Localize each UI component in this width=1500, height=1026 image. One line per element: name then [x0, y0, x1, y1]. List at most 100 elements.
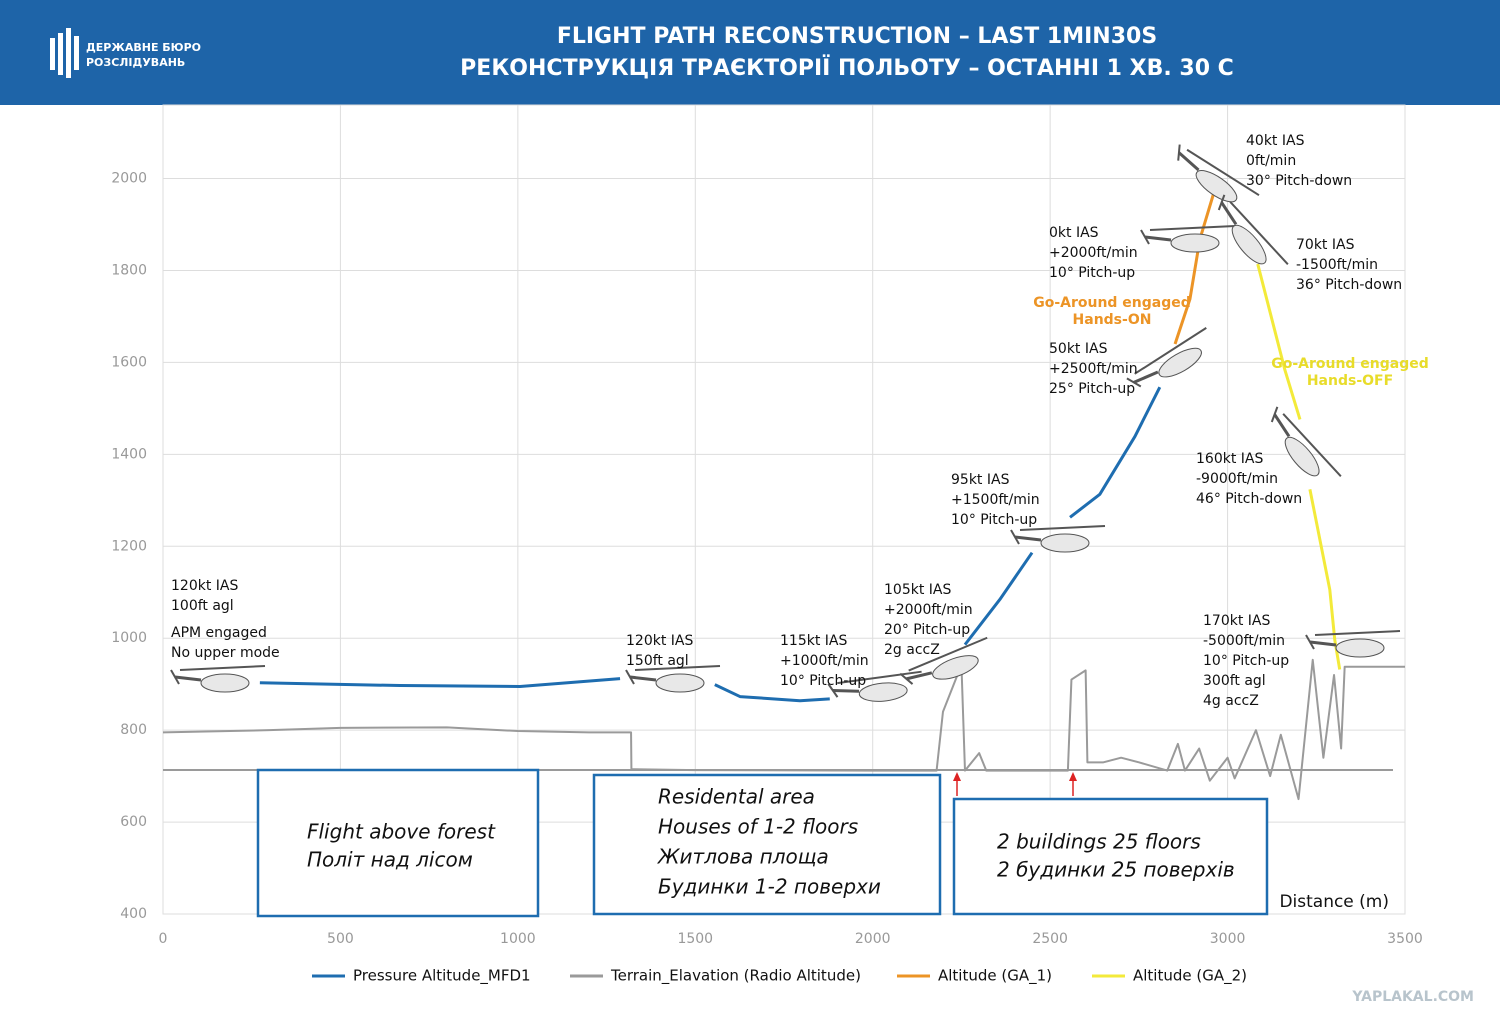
x-tick-label: 500	[327, 931, 354, 947]
logo-text: РОЗСЛІДУВАНЬ	[86, 56, 185, 69]
helicopter-icon	[1126, 327, 1207, 388]
annotation: 100ft agl	[171, 598, 234, 614]
heli-tail	[1144, 235, 1172, 242]
series-line	[259, 386, 1162, 703]
annotation: No upper mode	[171, 645, 280, 661]
annotation: 160kt IAS	[1196, 451, 1263, 467]
heli-tail-rotor	[1305, 634, 1315, 650]
helicopter-icon	[625, 665, 721, 693]
x-axis-label: Distance (m)	[1279, 892, 1389, 912]
heli-tail-rotor	[1126, 377, 1142, 388]
annotation: Hands-ON	[1073, 312, 1152, 328]
y-tick-label: 1400	[111, 446, 147, 462]
heli-body	[858, 682, 908, 702]
x-tick-label: 0	[159, 931, 168, 947]
x-tick-label: 1000	[500, 931, 536, 947]
heli-rotor	[634, 665, 721, 671]
helicopter-icon	[170, 665, 266, 693]
heli-body	[1284, 436, 1320, 477]
y-tick-label: 400	[120, 906, 147, 922]
annotation: 4g accZ	[1203, 693, 1259, 709]
series-line	[1173, 189, 1217, 345]
heli-tail	[174, 675, 202, 682]
heli-tail-rotor	[1010, 529, 1020, 545]
helicopter-icon	[899, 636, 988, 685]
helicopter-icon	[827, 670, 922, 702]
annotation: 70kt IAS	[1296, 237, 1355, 253]
annotation: 120kt IAS	[171, 578, 238, 594]
annotation: +1000ft/min	[780, 653, 869, 669]
heli-rotor	[1019, 525, 1106, 531]
header-band	[0, 0, 1500, 105]
annotation: 10° Pitch-up	[1203, 653, 1289, 669]
y-tick-label: 1000	[111, 630, 147, 646]
annotation: +2500ft/min	[1049, 361, 1138, 377]
region-label: Flight above forest	[307, 820, 496, 844]
annotation: -9000ft/min	[1196, 471, 1278, 487]
legend-label: Terrain_Elavation (Radio Altitude)	[610, 967, 861, 986]
title: РЕКОНСТРУКЦІЯ ТРАЄКТОРІЇ ПОЛЬОТУ – ОСТАН…	[460, 55, 1234, 81]
region-box	[952, 797, 1269, 916]
logo	[50, 28, 79, 78]
annotation: 150ft agl	[626, 653, 689, 669]
annotation: 10° Pitch-up	[780, 673, 866, 689]
y-tick-label: 600	[120, 814, 147, 830]
annotation: 46° Pitch-down	[1196, 491, 1302, 507]
heli-body	[1040, 533, 1090, 553]
heli-body	[932, 655, 979, 680]
heli-tail	[1273, 413, 1291, 438]
heli-rotor	[837, 670, 922, 685]
annotation: 50kt IAS	[1049, 341, 1108, 357]
heli-rotor	[1282, 413, 1342, 477]
heli-tail-rotor	[1140, 229, 1150, 245]
annotation: 20° Pitch-up	[884, 622, 970, 638]
annotation: +1500ft/min	[951, 492, 1040, 508]
watermark: YAPLAKAL.COM	[1351, 989, 1474, 1005]
annotation: 300ft agl	[1203, 673, 1266, 689]
heli-rotor	[179, 665, 266, 671]
heli-body	[1158, 347, 1202, 378]
helicopter-icon	[1177, 144, 1260, 203]
heli-rotor	[908, 636, 988, 672]
annotation: Go-Around engaged	[1033, 295, 1191, 311]
heli-tail-rotor	[827, 683, 839, 698]
annotation: 10° Pitch-up	[951, 512, 1037, 528]
annotation: 0kt IAS	[1049, 225, 1099, 241]
heli-tail	[1309, 640, 1337, 647]
helicopter-icon	[1270, 406, 1342, 477]
x-tick-label: 2000	[855, 931, 891, 947]
annotation: 40kt IAS	[1246, 133, 1305, 149]
heli-tail-rotor	[1177, 144, 1181, 161]
annotation: 0ft/min	[1246, 153, 1296, 169]
series-line	[162, 658, 1405, 801]
annotation: Go-Around engaged	[1271, 356, 1429, 372]
annotation: 10° Pitch-up	[1049, 265, 1135, 281]
heli-tail	[832, 688, 860, 693]
heli-tail	[1014, 535, 1042, 542]
annotation: Hands-OFF	[1307, 373, 1393, 389]
helicopter-icon	[1217, 194, 1289, 265]
legend-label: Pressure Altitude_MFD1	[353, 967, 531, 986]
helicopter-icon	[1140, 225, 1236, 253]
x-tick-label: 1500	[677, 931, 713, 947]
heli-rotor	[1134, 327, 1207, 375]
annotation: 36° Pitch-down	[1296, 277, 1402, 293]
y-tick-label: 1200	[111, 538, 147, 554]
annotation: 170kt IAS	[1203, 613, 1270, 629]
region-box	[592, 773, 942, 916]
y-tick-label: 1800	[111, 262, 147, 278]
heli-body	[1231, 224, 1267, 265]
annotation: 25° Pitch-up	[1049, 381, 1135, 397]
annotation: +2000ft/min	[884, 602, 973, 618]
red-arrow-head	[953, 772, 961, 781]
heli-body	[655, 673, 705, 693]
region-label: Residental area	[658, 785, 815, 809]
y-tick-label: 2000	[111, 171, 147, 187]
region-label: 2 buildings 25 floors	[997, 830, 1201, 854]
heli-tail-rotor	[899, 672, 914, 685]
heli-tail	[1220, 201, 1238, 226]
x-tick-label: 3000	[1210, 931, 1246, 947]
legend-label: Altitude (GA_1)	[938, 967, 1052, 986]
heli-tail-rotor	[1270, 406, 1279, 423]
